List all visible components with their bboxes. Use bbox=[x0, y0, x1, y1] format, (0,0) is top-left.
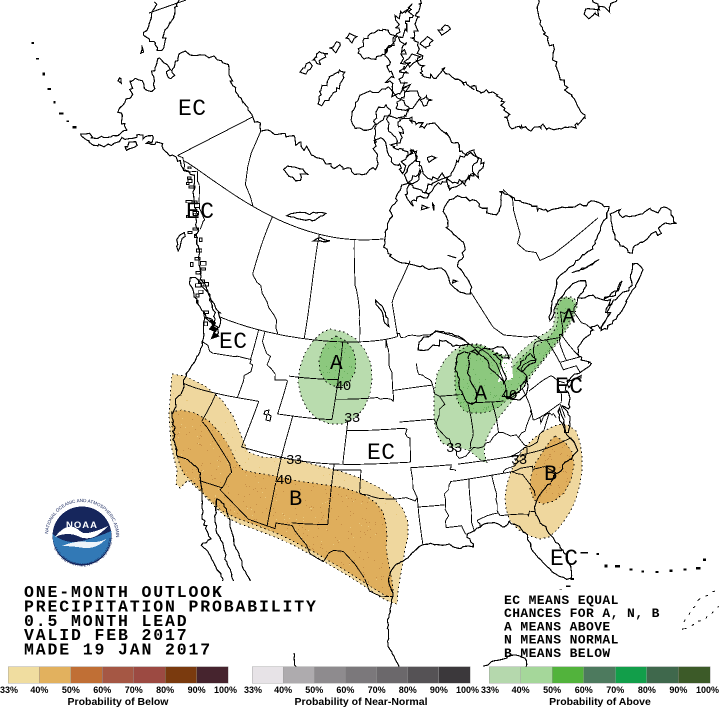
svg-text:70%: 70% bbox=[368, 685, 386, 695]
svg-text:EC: EC bbox=[367, 440, 396, 466]
svg-text:A: A bbox=[330, 353, 343, 376]
svg-text:40: 40 bbox=[501, 388, 517, 404]
svg-text:90%: 90% bbox=[188, 685, 206, 695]
svg-text:80%: 80% bbox=[156, 685, 174, 695]
svg-text:80%: 80% bbox=[638, 685, 656, 695]
svg-text:40: 40 bbox=[335, 379, 351, 395]
svg-text:CHANCES FOR A, N, B: CHANCES FOR A, N, B bbox=[504, 606, 660, 621]
svg-text:Probability of Above: Probability of Above bbox=[549, 696, 651, 707]
svg-text:ONE-MONTH OUTLOOK: ONE-MONTH OUTLOOK bbox=[24, 583, 224, 602]
svg-text:A: A bbox=[563, 307, 576, 330]
svg-text:100%: 100% bbox=[456, 685, 479, 695]
svg-text:40%: 40% bbox=[274, 685, 292, 695]
svg-text:60%: 60% bbox=[93, 685, 111, 695]
svg-text:33%: 33% bbox=[0, 685, 18, 695]
svg-text:EC: EC bbox=[555, 374, 584, 400]
svg-text:33: 33 bbox=[344, 411, 360, 427]
svg-text:A: A bbox=[475, 384, 488, 407]
svg-text:90%: 90% bbox=[430, 685, 448, 695]
svg-text:A MEANS ABOVE: A MEANS ABOVE bbox=[504, 619, 611, 634]
svg-text:PRECIPITATION PROBABILITY: PRECIPITATION PROBABILITY bbox=[24, 597, 318, 616]
svg-text:0.5 MONTH LEAD: 0.5 MONTH LEAD bbox=[24, 612, 189, 631]
svg-text:B MEANS BELOW: B MEANS BELOW bbox=[504, 646, 611, 661]
svg-text:EC: EC bbox=[186, 199, 215, 225]
svg-text:60%: 60% bbox=[575, 685, 593, 695]
svg-text:50%: 50% bbox=[305, 685, 323, 695]
svg-text:40%: 40% bbox=[512, 685, 530, 695]
svg-text:70%: 70% bbox=[606, 685, 624, 695]
svg-text:40%: 40% bbox=[30, 685, 48, 695]
svg-text:EC MEANS EQUAL: EC MEANS EQUAL bbox=[504, 593, 619, 608]
svg-text:100%: 100% bbox=[214, 685, 237, 695]
svg-text:EC: EC bbox=[219, 329, 248, 355]
svg-text:40: 40 bbox=[276, 473, 292, 489]
svg-text:60%: 60% bbox=[336, 685, 354, 695]
svg-text:Probability of Near-Normal: Probability of Near-Normal bbox=[294, 696, 427, 707]
svg-text:100%: 100% bbox=[696, 685, 719, 695]
svg-text:N MEANS NORMAL: N MEANS NORMAL bbox=[504, 633, 619, 648]
svg-text:50%: 50% bbox=[543, 685, 561, 695]
svg-text:33%: 33% bbox=[244, 685, 262, 695]
svg-text:80%: 80% bbox=[399, 685, 417, 695]
svg-text:MADE 19 JAN 2017: MADE 19 JAN 2017 bbox=[24, 641, 212, 660]
svg-text:33: 33 bbox=[286, 453, 302, 469]
svg-text:VALID FEB 2017: VALID FEB 2017 bbox=[24, 626, 189, 645]
svg-text:90%: 90% bbox=[669, 685, 687, 695]
svg-text:B: B bbox=[544, 462, 557, 487]
svg-text:33: 33 bbox=[446, 441, 462, 457]
svg-text:33: 33 bbox=[511, 453, 527, 469]
svg-text:NOAA: NOAA bbox=[66, 520, 98, 531]
svg-text:70%: 70% bbox=[125, 685, 143, 695]
svg-text:33%: 33% bbox=[481, 685, 499, 695]
svg-text:50%: 50% bbox=[62, 685, 80, 695]
svg-text:B: B bbox=[289, 487, 302, 512]
svg-text:EC: EC bbox=[550, 546, 579, 572]
svg-text:EC: EC bbox=[178, 96, 207, 122]
svg-text:Probability of Below: Probability of Below bbox=[68, 696, 170, 707]
